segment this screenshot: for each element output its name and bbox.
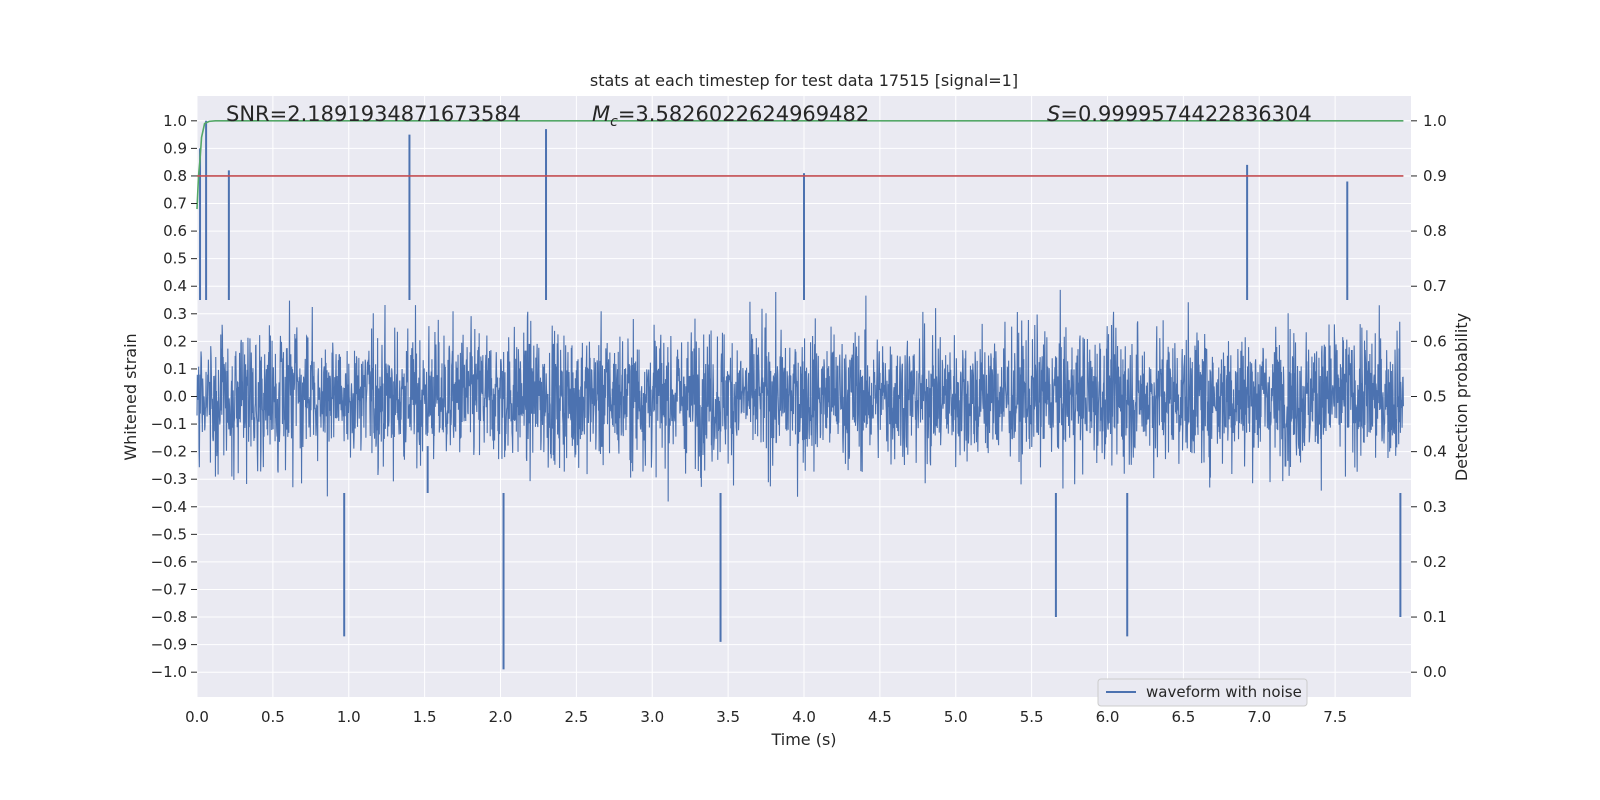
s-symbol: S xyxy=(1047,102,1060,126)
snr-annotation: SNR=2.1891934871673584 xyxy=(226,102,521,126)
y-tick-label: 0.5 xyxy=(163,250,187,268)
x-tick-label: 1.0 xyxy=(337,708,361,726)
legend-box xyxy=(1097,678,1308,707)
y-tick-label: 0.3 xyxy=(163,305,187,323)
x-tick-label: 1.5 xyxy=(413,708,437,726)
mc-value: =3.5826022624969482 xyxy=(618,102,869,126)
y2-tick-label: 0.5 xyxy=(1423,388,1447,406)
y2-tick-label: 1.0 xyxy=(1423,112,1447,130)
y-tick-label: −0.7 xyxy=(151,580,187,598)
y2-tick-label: 0.8 xyxy=(1423,222,1447,240)
mc-subscript: c xyxy=(610,114,618,130)
y2-tick-label: 0.4 xyxy=(1423,443,1447,461)
x-tick-label: 6.5 xyxy=(1171,708,1195,726)
x-tick-label: 5.0 xyxy=(944,708,968,726)
mc-symbol: M xyxy=(592,102,610,126)
y-tick-label: −1.0 xyxy=(151,663,187,681)
x-tick-label: 5.5 xyxy=(1020,708,1044,726)
probability-line xyxy=(196,120,1404,210)
y2-tick-label: 0.7 xyxy=(1423,277,1447,295)
x-tick-label: 3.0 xyxy=(640,708,664,726)
y-tick-label: 0.1 xyxy=(163,360,187,378)
x-axis-ticks: 0.0 0.5 1.0 1.5 2.0 2.5 3.0 3.5 4.0 4.5 5.0 5.5 6.0 6… xyxy=(185,708,1347,726)
y-axis-ticks: 1.0 0.9 0.8 0.7 0.6 0.5 0.4 0.3 0.2 0.1 0.0 −0.1 −0.… xyxy=(151,112,197,681)
y2-tick-label: 0.0 xyxy=(1423,663,1447,681)
y-tick-label: −0.4 xyxy=(151,498,187,516)
y-tick-label: −0.8 xyxy=(151,608,187,626)
y-tick-label: −0.1 xyxy=(151,415,187,433)
x-axis-label: Time (s) xyxy=(770,730,836,749)
y2-tick-label: 0.2 xyxy=(1423,553,1447,571)
y-tick-label: −0.9 xyxy=(151,636,187,654)
x-tick-label: 4.0 xyxy=(792,708,816,726)
y-tick-label: 0.8 xyxy=(163,167,187,185)
waveform-line xyxy=(196,289,1404,502)
y-tick-label: 0.0 xyxy=(163,388,187,406)
y-tick-label: −0.2 xyxy=(151,443,187,461)
y-tick-label: 1.0 xyxy=(163,112,187,130)
y-tick-label: 0.7 xyxy=(163,195,187,213)
legend: waveform with noise xyxy=(1097,678,1308,707)
y2-tick-label: 0.6 xyxy=(1423,332,1447,350)
y2-tick-label: 0.9 xyxy=(1423,167,1447,185)
y-tick-label: −0.3 xyxy=(151,470,187,488)
x-tick-label: 4.5 xyxy=(868,708,892,726)
y-tick-label: 0.2 xyxy=(163,332,187,350)
y-tick-label: 0.4 xyxy=(163,277,187,295)
x-tick-label: 6.0 xyxy=(1096,708,1120,726)
y2-axis-label: Detection probability xyxy=(1452,313,1471,481)
y-axis-label: Whitened strain xyxy=(121,333,140,460)
x-tick-label: 2.0 xyxy=(489,708,513,726)
y2-tick-label: 0.3 xyxy=(1423,498,1447,516)
x-tick-label: 7.5 xyxy=(1323,708,1347,726)
x-tick-label: 0.5 xyxy=(261,708,285,726)
x-tick-label: 3.5 xyxy=(716,708,740,726)
x-tick-label: 7.0 xyxy=(1247,708,1271,726)
y2-axis-ticks: 1.0 0.9 0.8 0.7 0.6 0.5 0.4 0.3 0.2 0.1 0.0 xyxy=(1411,112,1447,681)
y2-tick-label: 0.1 xyxy=(1423,608,1447,626)
legend-label: waveform with noise xyxy=(1146,683,1302,701)
series-detection-probability xyxy=(196,120,1404,210)
x-tick-label: 2.5 xyxy=(564,708,588,726)
x-tick-label: 0.0 xyxy=(185,708,209,726)
y-tick-label: −0.6 xyxy=(151,553,187,571)
chart-title: stats at each timestep for test data 175… xyxy=(590,71,1018,90)
y-tick-label: −0.5 xyxy=(151,525,187,543)
mc-annotation: Mc=3.5826022624969482 xyxy=(592,102,869,130)
s-value: =0.9999574422836304 xyxy=(1060,102,1311,126)
s-annotation: S=0.9999574422836304 xyxy=(1047,102,1312,126)
y-tick-label: 0.9 xyxy=(163,139,187,157)
series-waveform-with-noise xyxy=(196,120,1404,670)
y-tick-label: 0.6 xyxy=(163,222,187,240)
